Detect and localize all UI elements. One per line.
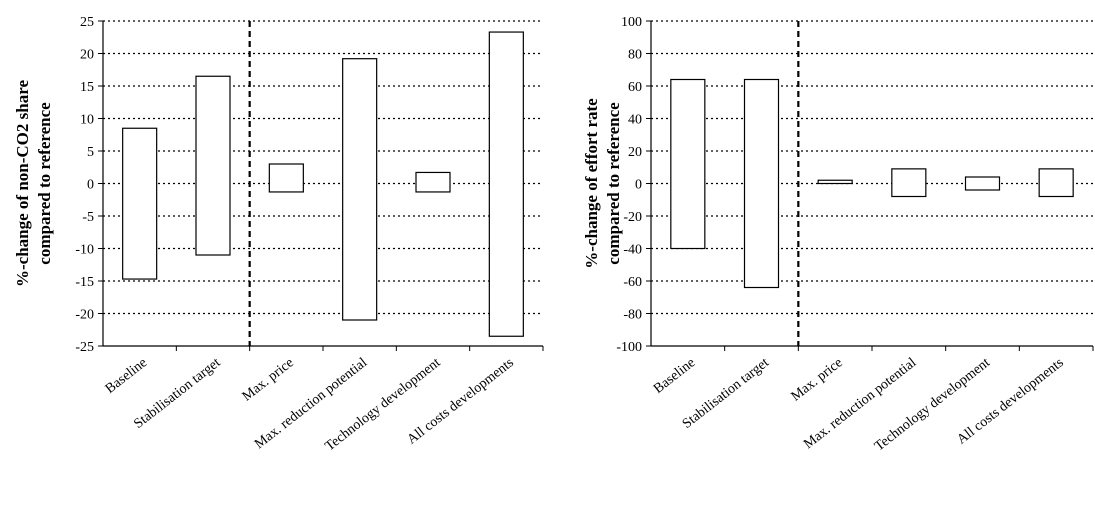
y-tick-label: -20: [623, 210, 642, 225]
y-tick-label: 25: [80, 15, 94, 30]
x-category-label: Baseline: [103, 355, 150, 397]
y-tick-label: -80: [623, 308, 642, 323]
x-category-label: Max. price: [789, 355, 846, 404]
y-tick-label: -15: [75, 275, 94, 290]
y-axis-title: %-change of effort rate: [582, 98, 601, 269]
range-bar: [891, 168, 927, 198]
range-bar: [670, 78, 706, 250]
y-tick-label: -5: [82, 210, 94, 225]
y-tick-label: -20: [75, 308, 94, 323]
y-tick-label: 10: [80, 113, 94, 128]
range-bar: [415, 171, 451, 193]
y-tick-label: 5: [87, 145, 94, 160]
y-axis-title: %-change of non-CO2 share: [13, 80, 32, 287]
y-tick-label: 20: [628, 145, 642, 160]
y-tick-label: -100: [616, 340, 642, 355]
y-tick-label: 40: [628, 113, 642, 128]
y-axis-title: compared to reference: [35, 102, 54, 265]
y-tick-label: 20: [80, 48, 94, 63]
x-category-label: Max. price: [240, 355, 297, 404]
y-tick-label: 0: [635, 178, 642, 193]
range-bar: [195, 75, 231, 256]
range-bar: [268, 163, 304, 193]
range-bar: [1038, 168, 1074, 198]
x-category-label: Baseline: [651, 355, 698, 397]
chart-effort-rate: 100806040200-20-40-60-80-100BaselineStab…: [582, 15, 1094, 454]
y-axis-title: compared to reference: [604, 102, 623, 265]
y-tick-label: -10: [75, 243, 94, 258]
range-bar: [964, 176, 1001, 191]
y-tick-label: 60: [628, 80, 642, 95]
y-tick-label: 15: [80, 80, 94, 95]
y-tick-label: 0: [87, 178, 94, 193]
chart-non-co2-share: 2520151050-5-10-15-20-25BaselineStabilis…: [13, 15, 544, 454]
y-tick-label: -25: [75, 340, 94, 355]
range-bar: [342, 58, 378, 321]
y-tick-label: 100: [621, 15, 642, 30]
y-tick-label: -60: [623, 275, 642, 290]
y-tick-label: -40: [623, 243, 642, 258]
range-bar: [488, 31, 524, 337]
range-bar: [122, 127, 158, 280]
y-tick-label: 80: [628, 48, 642, 63]
range-bar: [743, 78, 780, 289]
range-bar: [817, 179, 853, 185]
